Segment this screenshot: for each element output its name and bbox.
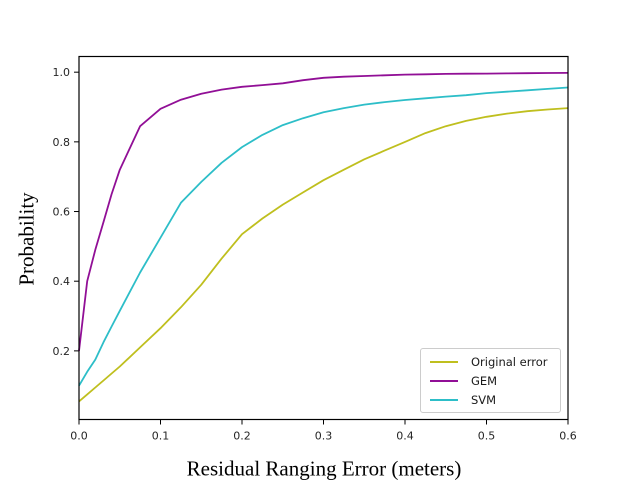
x-tick-label: 0.5 (478, 430, 496, 443)
plot-border (78, 55, 569, 421)
y-tick-label: 0.8 (53, 136, 71, 149)
legend-item-original-error: Original error (429, 352, 552, 371)
x-tick-label: 0.3 (315, 430, 333, 443)
x-axis-label: Residual Ranging Error (meters) (186, 456, 462, 481)
legend: Original error GEM SVM (420, 348, 561, 413)
y-tick-label: 1.0 (53, 66, 71, 79)
curve-gem (78, 72, 569, 352)
legend-label: SVM (471, 392, 497, 407)
legend-item-gem: GEM (429, 371, 552, 390)
svm-line-swatch (430, 398, 458, 401)
x-tick-label: 0.0 (70, 430, 88, 443)
y-axis-label: Probability (14, 192, 39, 286)
legend-item-svm: SVM (429, 390, 552, 409)
x-tick-label: 0.2 (233, 430, 251, 443)
x-tick-label: 0.6 (559, 430, 577, 443)
curve-svm (78, 86, 569, 387)
legend-label: GEM (471, 373, 498, 388)
curve-original-error (78, 107, 569, 403)
legend-label: Original error (471, 354, 548, 369)
gem-line-swatch (430, 379, 458, 382)
y-tick-label: 0.4 (53, 275, 71, 288)
y-tick-label: 0.6 (53, 206, 71, 219)
original-error-line-swatch (430, 360, 458, 363)
x-tick-label: 0.1 (152, 430, 170, 443)
y-tick-label: 0.2 (53, 345, 71, 358)
x-tick-label: 0.4 (396, 430, 414, 443)
